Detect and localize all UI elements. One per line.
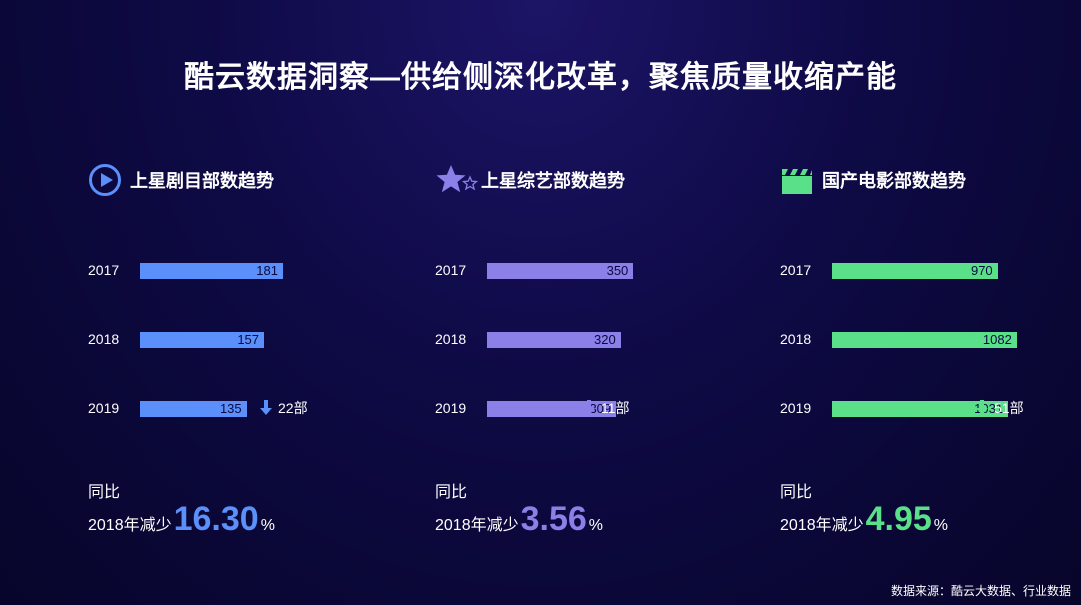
yoy-value: 3.56 bbox=[520, 500, 587, 538]
yoy-label: 同比 bbox=[435, 484, 468, 501]
yoy-text: 2018年减少 bbox=[435, 517, 519, 534]
data-label: 157 bbox=[237, 332, 260, 347]
star-icon bbox=[436, 165, 479, 193]
tick-label: 2019 bbox=[780, 400, 812, 416]
bar: 320 bbox=[487, 332, 621, 348]
panel-title: 国产电影部数趋势 bbox=[822, 171, 966, 191]
panel-title: 上星综艺部数趋势 bbox=[481, 171, 625, 191]
bar-row: 2017 970 bbox=[780, 260, 1081, 280]
tick-label: 2018 bbox=[780, 331, 812, 347]
decrease-annotation: 22部 bbox=[260, 398, 308, 418]
tick-label: 2018 bbox=[88, 331, 120, 347]
panel-variety: 上星综艺部数趋势 2017 350 2018 320 2019 309 11部 … bbox=[435, 160, 765, 540]
panel-header: 国产电影部数趋势 bbox=[780, 160, 966, 200]
yoy-line: 2018年减少 4.95 % bbox=[780, 500, 948, 539]
yoy-value: 16.30 bbox=[173, 500, 259, 538]
play-circle-icon bbox=[89, 164, 121, 196]
data-label: 350 bbox=[606, 263, 629, 278]
bar-row: 2019 135 22部 bbox=[88, 398, 418, 418]
yoy-unit: % bbox=[260, 517, 275, 534]
yoy-value: 4.95 bbox=[865, 500, 932, 538]
bar: 309 bbox=[487, 401, 617, 417]
tick-label: 2019 bbox=[88, 400, 120, 416]
data-label: 1082 bbox=[982, 332, 1012, 347]
arrow-down-icon bbox=[976, 400, 988, 415]
bar-row: 2017 181 bbox=[88, 260, 418, 280]
yoy-text: 2018年减少 bbox=[88, 517, 172, 534]
page-title: 酷云数据洞察—供给侧深化改革，聚焦质量收缩产能 bbox=[184, 61, 897, 94]
yoy-text: 2018年减少 bbox=[780, 517, 864, 534]
bar: 970 bbox=[832, 263, 998, 279]
panel-movies: 国产电影部数趋势 2017 970 2018 1082 2019 1031 51… bbox=[780, 160, 1081, 540]
bar-row: 2018 1082 bbox=[780, 329, 1081, 349]
bar: 181 bbox=[140, 263, 283, 279]
bar: 350 bbox=[487, 263, 634, 279]
bar: 135 bbox=[140, 401, 247, 417]
tick-label: 2017 bbox=[780, 262, 812, 278]
panel-header: 上星综艺部数趋势 bbox=[435, 160, 625, 200]
tick-label: 2018 bbox=[435, 331, 467, 347]
bar-row: 2019 1031 51部 bbox=[780, 398, 1081, 418]
data-label: 135 bbox=[219, 401, 242, 416]
tick-label: 2019 bbox=[435, 400, 467, 416]
yoy-line: 2018年减少 16.30 % bbox=[88, 500, 275, 539]
bar: 157 bbox=[140, 332, 265, 348]
tick-label: 2017 bbox=[88, 262, 120, 278]
clapperboard-icon bbox=[782, 169, 812, 194]
tick-label: 2017 bbox=[435, 262, 467, 278]
yoy-unit: % bbox=[933, 517, 949, 534]
data-label: 320 bbox=[594, 332, 616, 347]
bar-row: 2018 157 bbox=[88, 329, 418, 349]
yoy-unit: % bbox=[588, 517, 604, 534]
panel-tv-series: 上星剧目部数趋势 2017 181 2018 157 2019 135 22部 … bbox=[88, 160, 418, 540]
yoy-line: 2018年减少 3.56 % bbox=[435, 500, 603, 539]
decrease-label: 51部 bbox=[994, 400, 1024, 416]
bar-row: 2019 309 11部 bbox=[435, 398, 765, 418]
data-label: 970 bbox=[970, 263, 993, 278]
data-label: 181 bbox=[256, 263, 278, 278]
panel-title: 上星剧目部数趋势 bbox=[130, 171, 274, 191]
data-source: 数据来源：酷云大数据、行业数据 bbox=[890, 584, 1071, 598]
panel-header: 上星剧目部数趋势 bbox=[88, 160, 274, 200]
bar: 1082 bbox=[832, 332, 1017, 348]
bar-row: 2017 350 bbox=[435, 260, 765, 280]
bar-row: 2018 320 bbox=[435, 329, 765, 349]
arrow-down-icon bbox=[260, 400, 272, 415]
decrease-label: 22部 bbox=[278, 400, 308, 416]
data-label: 309 bbox=[589, 401, 612, 416]
yoy-label: 同比 bbox=[88, 484, 121, 501]
yoy-label: 同比 bbox=[780, 484, 813, 501]
decrease-label: 11部 bbox=[601, 400, 630, 416]
decrease-annotation: 11部 bbox=[583, 398, 630, 418]
arrow-down-icon bbox=[583, 400, 595, 415]
decrease-annotation: 51部 bbox=[976, 398, 1024, 418]
